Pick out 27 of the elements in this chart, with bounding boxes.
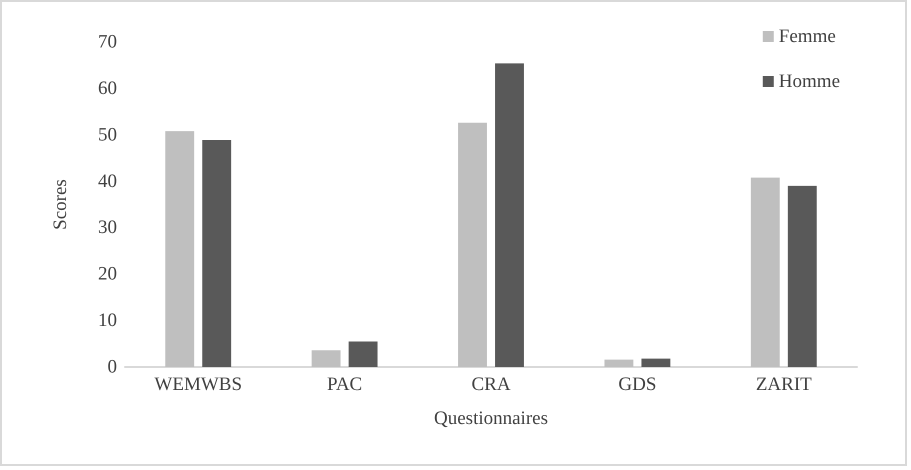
x-tick-label: WEMWBS — [154, 374, 242, 395]
y-tick-label: 0 — [108, 356, 117, 378]
bar — [202, 140, 232, 367]
bar — [348, 341, 378, 367]
bar — [788, 186, 817, 367]
bar — [604, 360, 634, 367]
x-axis-title: Questionnaires — [434, 408, 548, 429]
x-tick-label: ZARIT — [756, 374, 812, 395]
y-tick-label: 20 — [98, 264, 117, 285]
y-tick-label: 60 — [98, 78, 117, 99]
y-tick-label: 30 — [98, 217, 117, 238]
y-tick-label: 40 — [98, 170, 117, 192]
bar — [750, 178, 780, 367]
bar — [641, 358, 670, 367]
x-tick-label: CRA — [471, 374, 511, 395]
bar — [312, 350, 341, 367]
y-tick-label: 10 — [98, 310, 117, 332]
y-axis-title: Scores — [50, 179, 71, 230]
y-tick-label: 50 — [98, 124, 117, 146]
y-tick-label: 70 — [98, 32, 117, 52]
x-tick-label: GDS — [618, 374, 656, 395]
bar — [165, 131, 194, 367]
bar — [458, 122, 487, 367]
x-tick-label: PAC — [326, 374, 362, 395]
legend-label: Femme — [778, 26, 836, 47]
legend-label: Homme — [778, 71, 840, 92]
bar — [495, 63, 524, 367]
